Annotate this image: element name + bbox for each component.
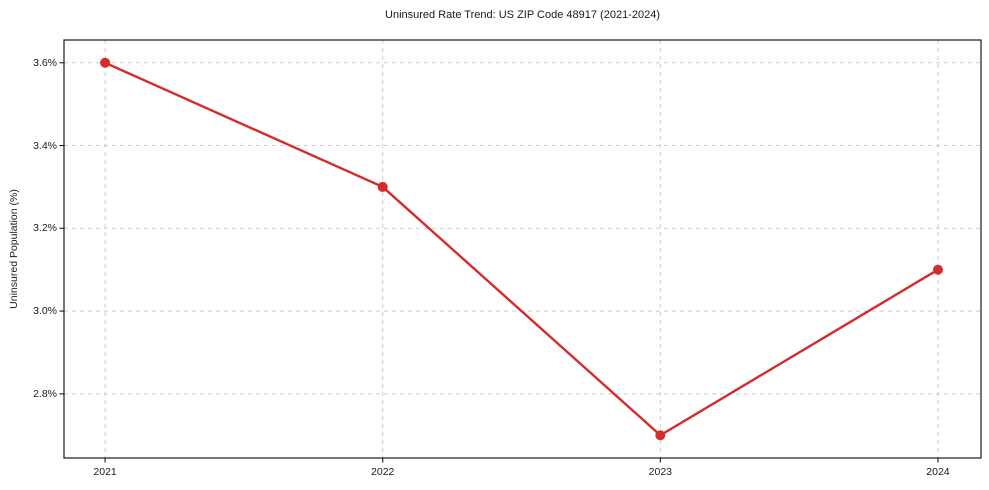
y-tick-label: 3.4% <box>33 139 57 152</box>
x-tick-label: 2024 <box>926 466 950 478</box>
data-point-marker <box>932 264 943 275</box>
y-tick-label: 3.2% <box>33 222 57 235</box>
plot-border <box>63 39 982 459</box>
chart-title: Uninsured Rate Trend: US ZIP Code 48917 … <box>385 9 660 21</box>
data-point-marker <box>377 181 388 192</box>
x-tick-label: 2022 <box>371 466 395 478</box>
y-tick-label: 2.8% <box>33 387 57 400</box>
x-tick-label: 2023 <box>648 466 673 478</box>
x-tick-label: 2021 <box>93 466 117 478</box>
trend-line <box>104 61 939 437</box>
y-tick-label: 3.0% <box>33 305 57 318</box>
data-point-marker <box>655 430 666 441</box>
data-point-marker <box>100 57 111 68</box>
y-tick-label: 3.6% <box>33 56 57 69</box>
